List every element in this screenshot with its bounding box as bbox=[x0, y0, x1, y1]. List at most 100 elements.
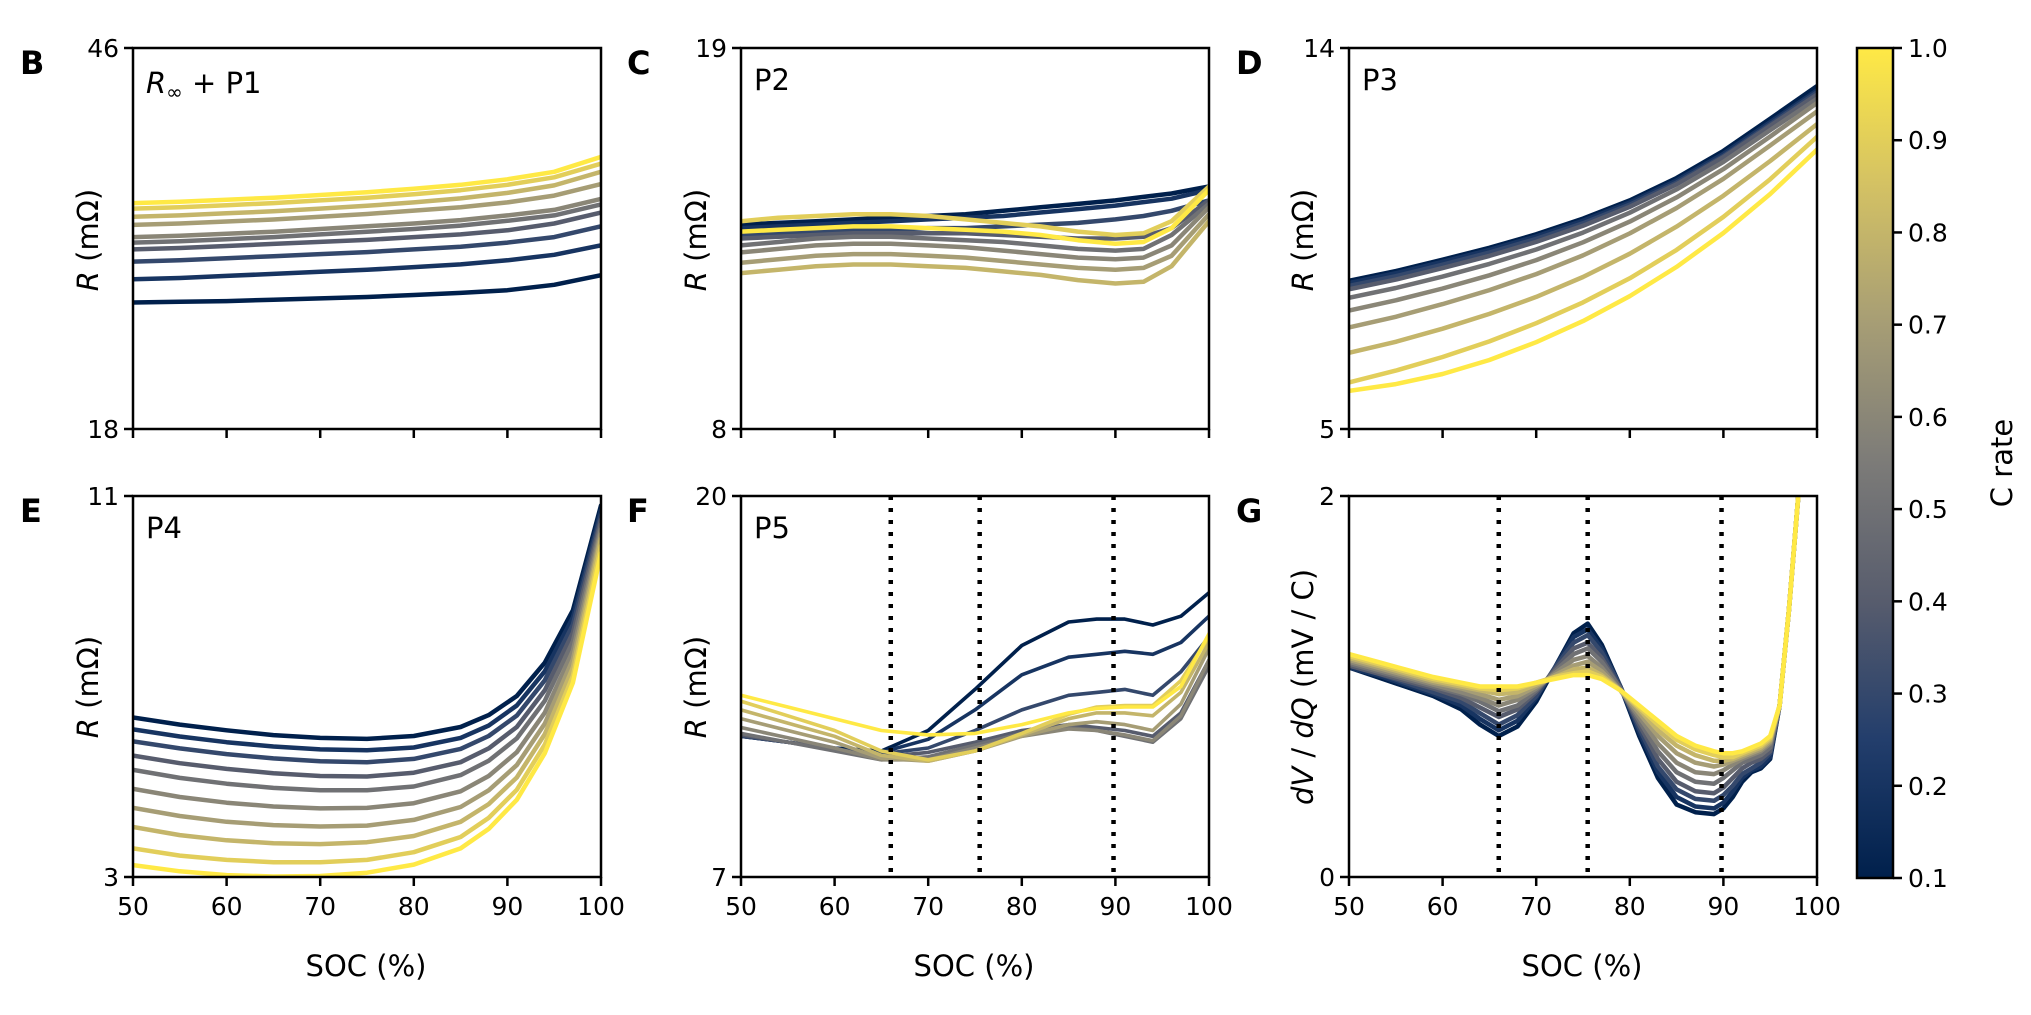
colorbar-tick-label: 0.4 bbox=[1908, 587, 1948, 616]
colorbar-tick-label: 0.9 bbox=[1908, 126, 1948, 155]
x-tick-label: 90 bbox=[1099, 892, 1131, 921]
y-tick-label: 3 bbox=[103, 863, 119, 892]
svg-text:R (mΩ): R (mΩ) bbox=[679, 636, 713, 738]
x-tick-label: 50 bbox=[725, 892, 757, 921]
y-tick-label: 8 bbox=[711, 415, 727, 444]
y-axis-label: R (mΩ) bbox=[71, 189, 105, 291]
axes-frame bbox=[131, 46, 603, 431]
series-line-c0.5 bbox=[1349, 96, 1817, 301]
series-line-c0.2 bbox=[133, 243, 601, 282]
series-line-c0.8 bbox=[133, 169, 601, 219]
series-line-c0.7 bbox=[133, 181, 601, 228]
y-tick-label: 46 bbox=[87, 34, 119, 63]
colorbar-tick-label: 0.5 bbox=[1908, 495, 1948, 524]
y-tick-label: 7 bbox=[711, 863, 727, 892]
y-tick-label: 2 bbox=[1319, 482, 1335, 511]
series-line-c0.9 bbox=[741, 184, 1209, 238]
panel-b: B R (mΩ) R∞ + P1 18 46 bbox=[20, 34, 603, 444]
plot-area bbox=[741, 496, 1209, 877]
panel-title: R∞ + P1 bbox=[146, 66, 262, 104]
x-tick-label: 100 bbox=[1793, 892, 1841, 921]
svg-text:R (mΩ): R (mΩ) bbox=[1286, 189, 1320, 291]
colorbar: 0.1 0.2 0.3 0.4 0.5 0.6 0.7 0.8 0.9 1.0 C rate bbox=[1855, 34, 2019, 893]
panel-letter: D bbox=[1236, 44, 1263, 82]
x-axis-label: SOC (%) bbox=[914, 949, 1035, 983]
panel-letter: B bbox=[20, 44, 44, 82]
y-axis-label: R (mΩ) bbox=[679, 189, 713, 291]
series-line-c0.8 bbox=[1349, 496, 1801, 764]
plot-area bbox=[133, 503, 601, 877]
series-line-c0.9 bbox=[1349, 134, 1817, 385]
svg-text:R (mΩ): R (mΩ) bbox=[679, 189, 713, 291]
panel-letter: G bbox=[1236, 492, 1262, 530]
series-line-c0.6 bbox=[133, 527, 601, 811]
series-line-c0.2 bbox=[133, 508, 601, 753]
axes-frame bbox=[739, 494, 1211, 879]
colorbar-tick-label: 1.0 bbox=[1908, 34, 1948, 63]
series-line-c0.4 bbox=[1349, 92, 1817, 292]
y-tick-label: 11 bbox=[87, 482, 119, 511]
panel-letter: C bbox=[627, 44, 650, 82]
colorbar-tick-label: 0.3 bbox=[1908, 680, 1948, 709]
series-line-c0.7 bbox=[133, 531, 601, 829]
y-tick-label: 20 bbox=[695, 482, 727, 511]
x-tick-label: 80 bbox=[1614, 892, 1646, 921]
colorbar-tick-label: 0.8 bbox=[1908, 218, 1948, 247]
y-tick-label: 14 bbox=[1303, 34, 1335, 63]
x-tick-label: 60 bbox=[211, 892, 243, 921]
series-line-c0.8 bbox=[1349, 121, 1817, 356]
series-line-c0.1 bbox=[741, 184, 1209, 227]
panel-title: P5 bbox=[754, 511, 790, 545]
axes-frame bbox=[131, 494, 603, 879]
x-tick-label: 60 bbox=[819, 892, 851, 921]
y-tick-label: 18 bbox=[87, 415, 119, 444]
series-line-c0.8 bbox=[133, 536, 601, 847]
series-line-c0.1 bbox=[133, 503, 601, 742]
y-tick-label: 0 bbox=[1319, 863, 1335, 892]
panel-c: C R (mΩ) P2 8 19 bbox=[627, 34, 1211, 444]
series-line-c0.3 bbox=[741, 198, 1209, 238]
panel-letter: F bbox=[627, 492, 649, 530]
axes-frame bbox=[1347, 46, 1819, 431]
series-line-c0.6 bbox=[133, 196, 601, 240]
y-axis-label: dV / dQ (mV / C) bbox=[1286, 569, 1320, 805]
y-axis-label: R (mΩ) bbox=[1286, 189, 1320, 291]
series-line-c0.7 bbox=[741, 212, 1209, 272]
x-tick-label: 60 bbox=[1427, 892, 1459, 921]
panel-title: P3 bbox=[1362, 63, 1398, 97]
panel-g: G dV / dQ (mV / C) SOC (%) 50 60 70 80 90 100… bbox=[1236, 482, 1841, 983]
y-axis-label: R (mΩ) bbox=[679, 636, 713, 738]
axes-frame bbox=[1347, 494, 1819, 879]
plot-area bbox=[741, 184, 1209, 286]
x-axis-label: SOC (%) bbox=[306, 949, 427, 983]
series-line-c0.5 bbox=[741, 201, 1209, 253]
x-tick-label: 70 bbox=[912, 892, 944, 921]
panel-title: P4 bbox=[146, 511, 182, 545]
colorbar-tick-label: 0.2 bbox=[1908, 772, 1948, 801]
series-line-c0.9 bbox=[133, 543, 601, 865]
series-line-c0.8 bbox=[741, 218, 1209, 286]
x-tick-label: 80 bbox=[1006, 892, 1038, 921]
series-line-c0.6 bbox=[1349, 100, 1817, 313]
series-line-c0.4 bbox=[741, 198, 1209, 241]
series-line-c0.1 bbox=[1349, 83, 1817, 284]
series-line-c1 bbox=[1349, 496, 1801, 756]
series-line-c1 bbox=[741, 631, 1209, 737]
x-tick-label: 90 bbox=[491, 892, 523, 921]
series-line-c0.2 bbox=[741, 187, 1209, 231]
panel-title: P2 bbox=[754, 63, 790, 97]
series-line-c1 bbox=[133, 550, 601, 877]
panel-f: F R (mΩ) P5 SOC (%) 50 60 70 80 90 100 7 20 bbox=[627, 482, 1233, 983]
x-tick-label: 70 bbox=[1520, 892, 1552, 921]
x-tick-label: 100 bbox=[577, 892, 625, 921]
x-tick-label: 100 bbox=[1185, 892, 1233, 921]
x-tick-label: 90 bbox=[1707, 892, 1739, 921]
x-axis-label: SOC (%) bbox=[1522, 949, 1643, 983]
panel-e: E R (mΩ) P4 SOC (%) 50 60 70 80 90 100 3 11 bbox=[20, 482, 625, 983]
series-line-c0.9 bbox=[133, 161, 601, 211]
x-tick-label: 50 bbox=[117, 892, 149, 921]
series-line-c0.3 bbox=[133, 224, 601, 264]
axes-frame bbox=[739, 46, 1211, 431]
colorbar-gradient bbox=[1857, 48, 1893, 878]
